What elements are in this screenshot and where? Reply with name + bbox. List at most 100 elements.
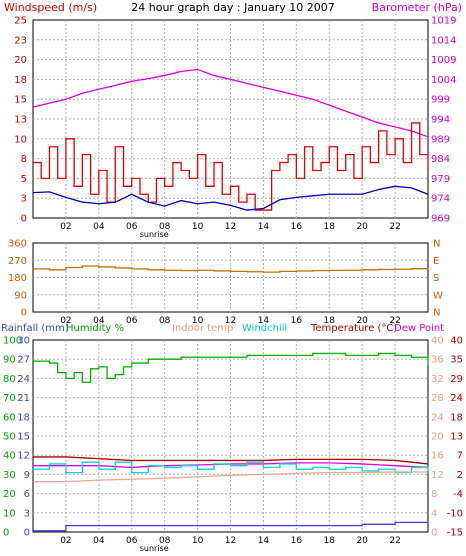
x-tick-label: 16 xyxy=(291,222,303,232)
x-tick-label: 02 xyxy=(60,536,71,546)
indoor-tick-label: 12 xyxy=(431,470,444,481)
rainfall-axis-label: Rainfall (mm) xyxy=(1,323,69,334)
x-tick-label: 18 xyxy=(324,222,336,232)
x-tick-label: 18 xyxy=(324,316,336,326)
x-tick-label: 12 xyxy=(225,222,236,232)
series-line xyxy=(33,352,429,383)
rain-tick-label: 27 xyxy=(17,355,30,366)
y-tick-label: 10 xyxy=(14,134,27,145)
windchill-label: Windchill xyxy=(242,323,287,334)
x-tick-label: 16 xyxy=(291,316,303,326)
y-tick-label: 974 xyxy=(431,194,450,205)
x-tick-label: 08 xyxy=(159,222,171,232)
x-tick-label: 16 xyxy=(291,536,303,546)
x-tick-label: 12 xyxy=(225,536,236,546)
indoor-tick-label: 4 xyxy=(431,508,437,519)
humidity-axis-label: Humidity % xyxy=(66,323,124,334)
series-line xyxy=(33,461,429,474)
y-tick-label: 5 xyxy=(21,174,27,185)
y-tick-label: 979 xyxy=(431,174,450,185)
rain-tick-label: 3 xyxy=(24,508,30,519)
x-tick-label: 04 xyxy=(93,222,105,232)
x-tick-label: 02 xyxy=(60,222,71,232)
temperature-tick-label: 7 xyxy=(457,451,463,462)
x-tick-label: 02 xyxy=(60,316,71,326)
y-tick-label: 989 xyxy=(431,134,450,145)
x-tick-label: 22 xyxy=(389,316,400,326)
x-tick-label: 20 xyxy=(356,536,368,546)
y-tick-label: 18 xyxy=(14,75,27,86)
temperature-tick-label: 24 xyxy=(450,393,463,404)
x-tick-label: 20 xyxy=(356,222,368,232)
humidity-tick-label: 80 xyxy=(3,374,16,385)
indoor-tick-label: 40 xyxy=(431,336,444,347)
temperature-tick-label: 40 xyxy=(450,336,463,347)
indoor-tick-label: 24 xyxy=(431,412,444,423)
humidity-tick-label: 0 xyxy=(3,528,9,539)
y-tick-label: 15 xyxy=(14,95,27,106)
indoor-tick-label: 28 xyxy=(431,393,444,404)
y-tick-label: 360 xyxy=(8,239,27,250)
y-tick-label: 20 xyxy=(14,55,27,66)
humidity-tick-label: 10 xyxy=(3,508,16,519)
indoor-tick-label: 32 xyxy=(431,374,444,385)
x-tick-label: 06 xyxy=(126,536,138,546)
x-tick-label: 10 xyxy=(192,222,204,232)
temperature-tick-label: -4 xyxy=(453,489,463,500)
indoor-tick-label: 36 xyxy=(431,355,444,366)
rain-tick-label: 24 xyxy=(17,374,30,385)
y-tick-label: 180 xyxy=(8,273,27,284)
rain-tick-label: 15 xyxy=(17,432,30,443)
y-tick-label: 0 xyxy=(21,308,27,319)
temperature-tick-label: 35 xyxy=(450,355,463,366)
y-tick-label: 23 xyxy=(14,35,27,46)
y-tick-label: 0 xyxy=(21,214,27,225)
y-tick-label: 1009 xyxy=(431,55,456,66)
temperature-tick-label: 13 xyxy=(450,432,463,443)
rain-tick-label: 12 xyxy=(17,451,30,462)
humidity-tick-label: 40 xyxy=(3,451,16,462)
x-tick-label: 04 xyxy=(93,316,105,326)
windspeed-axis-label: Windspeed (m/s) xyxy=(4,1,97,14)
rain-tick-label: 30 xyxy=(17,336,30,347)
humidity-tick-label: 50 xyxy=(3,432,16,443)
temperature-tick-label: 18 xyxy=(450,412,463,423)
series-line xyxy=(33,521,428,532)
humidity-tick-label: 90 xyxy=(3,355,16,366)
y-tick-label: S xyxy=(433,273,439,284)
series-line xyxy=(33,122,429,211)
wind-barometer-panel: 0 3 5 8 10 13 15 18 20 23 25 969 974 979 984 989 994 999 1… xyxy=(4,1,462,239)
temperature-axis-label: Temperature (°C) xyxy=(310,323,397,334)
y-tick-label: 1004 xyxy=(431,75,456,86)
sunrise-label: sunrise xyxy=(140,544,169,553)
indoor-tick-label: 0 xyxy=(431,528,437,539)
x-tick-label: 08 xyxy=(159,536,171,546)
y-tick-label: 999 xyxy=(431,95,450,106)
y-tick-label: 984 xyxy=(431,154,450,165)
y-tick-label: 969 xyxy=(431,214,450,225)
y-tick-label: E xyxy=(433,256,439,267)
series-line xyxy=(32,68,429,138)
y-tick-label: 994 xyxy=(431,115,450,126)
y-tick-label: N xyxy=(433,239,440,250)
rain-tick-label: 9 xyxy=(24,470,30,481)
rain-tick-label: 0 xyxy=(24,528,30,539)
y-tick-label: 8 xyxy=(21,154,27,165)
humidity-tick-label: 20 xyxy=(3,489,16,500)
temperature-humidity-panel: 0102030405060708090100036912151821242730… xyxy=(1,323,463,553)
x-tick-label: 10 xyxy=(192,536,204,546)
series-line xyxy=(33,456,429,465)
x-tick-label: 20 xyxy=(356,316,368,326)
humidity-tick-label: 100 xyxy=(3,336,22,347)
x-tick-label: 22 xyxy=(389,222,400,232)
humidity-tick-label: 30 xyxy=(3,470,16,481)
series-line xyxy=(32,185,429,211)
rain-tick-label: 21 xyxy=(17,393,30,404)
x-tick-label: 14 xyxy=(258,316,270,326)
temperature-tick-label: 2 xyxy=(457,470,463,481)
temperature-tick-label: -10 xyxy=(447,508,463,519)
temperature-tick-label: -15 xyxy=(447,528,463,539)
x-tick-label: 14 xyxy=(258,222,270,232)
